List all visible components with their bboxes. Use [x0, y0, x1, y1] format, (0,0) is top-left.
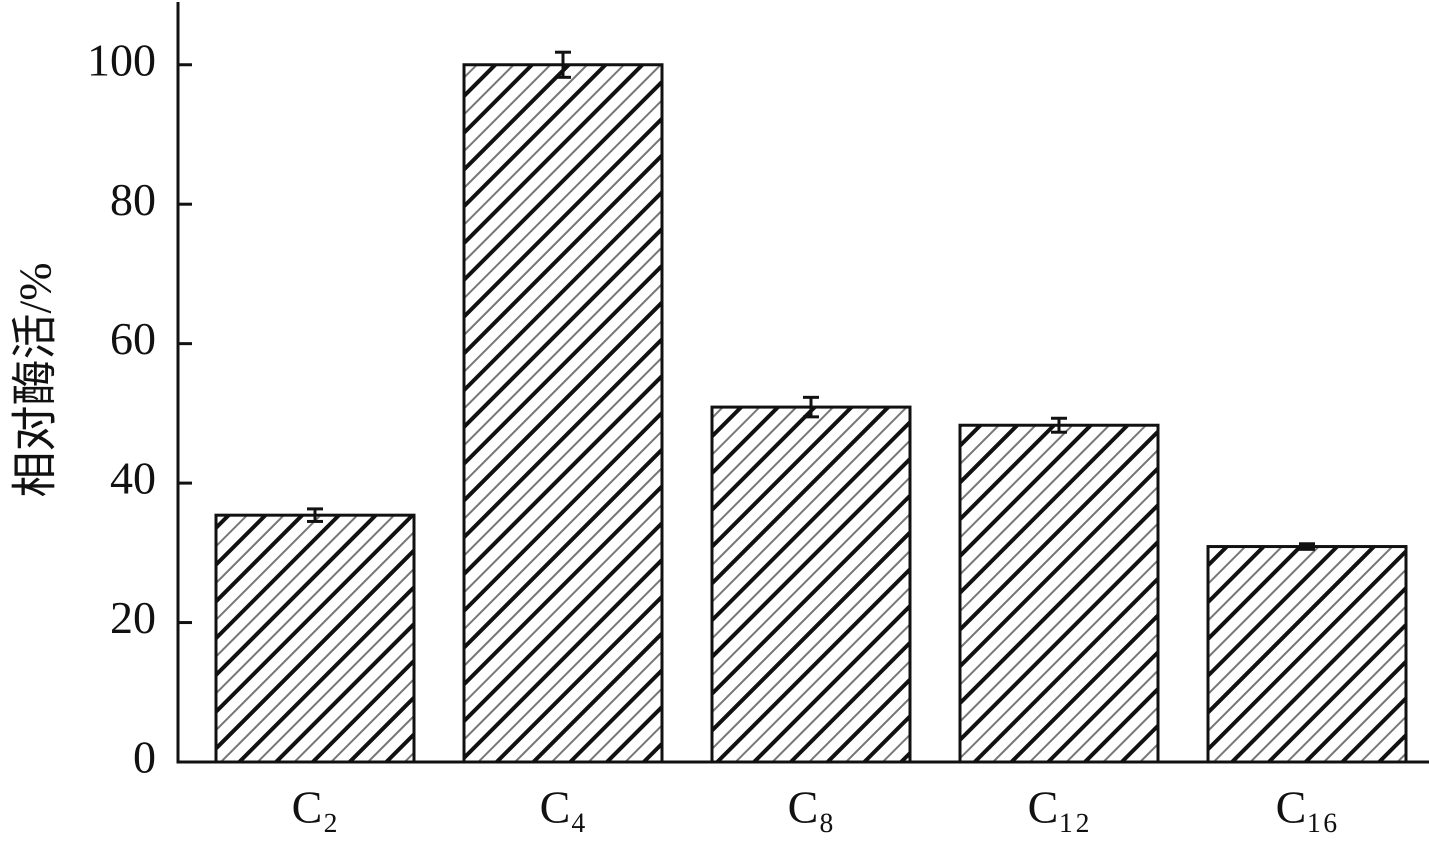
y-tick-label: 60: [110, 313, 156, 364]
y-tick-label: 100: [87, 34, 156, 85]
y-tick-label: 0: [133, 732, 156, 783]
error-bar: [555, 50, 571, 79]
bar: [1206, 545, 1408, 764]
x-tick-label: C₄: [540, 782, 587, 833]
error-bar: [307, 507, 323, 523]
error-bar: [1299, 542, 1315, 551]
y-tick-label: 20: [110, 592, 156, 643]
x-tick-label: C₁₆: [1276, 782, 1339, 833]
bar: [462, 63, 664, 764]
x-tick-label: C₈: [788, 782, 835, 833]
y-tick-label: 40: [110, 453, 156, 504]
y-tick-label: 80: [110, 174, 156, 225]
bar: [214, 513, 416, 764]
error-bar: [803, 395, 819, 419]
bar: [958, 423, 1160, 764]
y-axis-label: 相对酶活/%: [10, 262, 61, 497]
error-bar: [1051, 416, 1067, 434]
x-tick-label: C₂: [292, 782, 339, 833]
x-tick-label: C₁₂: [1028, 782, 1091, 833]
bar: [710, 405, 912, 764]
